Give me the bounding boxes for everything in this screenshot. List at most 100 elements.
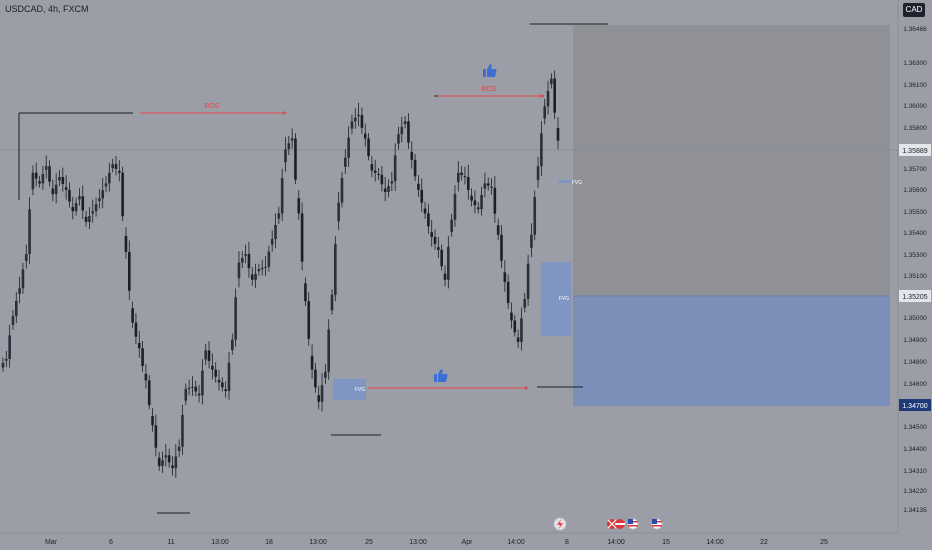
price-tick-label: 1.34500 <box>903 424 927 431</box>
candle-body <box>377 173 380 175</box>
projection-zone-lower <box>573 296 890 406</box>
candle-body <box>164 455 168 458</box>
price-tick-label: 1.35700 <box>903 166 927 173</box>
candle-body <box>516 337 520 342</box>
candle-body <box>118 170 121 173</box>
candle-body <box>297 198 301 214</box>
price-tick-label: 1.35500 <box>903 209 927 216</box>
candle-body <box>500 234 503 261</box>
candle-body <box>496 225 500 235</box>
time-tick-label: 15 <box>662 539 670 546</box>
candle-body <box>373 170 377 173</box>
candle-body <box>177 446 181 452</box>
flag-eu-icon[interactable] <box>615 519 625 529</box>
time-tick-label: 13:00 <box>409 539 427 546</box>
price-tick-label: 1.36100 <box>903 82 927 89</box>
candle-body <box>124 235 128 252</box>
candle-body <box>483 183 487 189</box>
price-tick-label: 1.36466 <box>903 26 927 33</box>
candle-body <box>38 181 41 184</box>
time-tick-label: 25 <box>820 539 828 546</box>
candle-body <box>550 78 553 85</box>
price-tick-label: 1.35800 <box>903 125 927 132</box>
flash-event-icon[interactable] <box>553 517 567 531</box>
flag-us-icon[interactable] <box>627 518 639 530</box>
candle-body <box>546 91 550 107</box>
candle-body <box>111 164 114 169</box>
price-tick-label: 1.35100 <box>903 273 927 280</box>
flag-us-icon[interactable] <box>651 518 663 530</box>
candle-body <box>287 143 291 150</box>
candle-body <box>380 174 384 185</box>
candle-body <box>363 133 367 139</box>
candle-body <box>470 195 473 201</box>
bos-label-right: BOS <box>482 86 497 93</box>
candle-body <box>526 263 530 300</box>
price-tick-label: 1.34220 <box>903 488 927 495</box>
candle-body <box>370 164 374 171</box>
candle-body <box>141 348 144 366</box>
price-tick-label: 1.34310 <box>903 468 927 475</box>
candle-body <box>360 114 364 128</box>
candle-body <box>533 197 537 235</box>
level-2-value: 1.34700 <box>902 403 927 410</box>
candle-body <box>300 213 304 262</box>
candle-body <box>264 266 267 268</box>
candle-body <box>48 166 51 182</box>
time-tick-label: 8 <box>565 539 569 546</box>
thumbs-up-icon <box>483 64 497 77</box>
candle-body <box>443 273 447 280</box>
candle-body <box>34 172 38 179</box>
candle-body <box>5 358 8 361</box>
candle-body <box>493 187 497 214</box>
candle-body <box>161 460 164 466</box>
candle-body <box>324 371 327 378</box>
candle-body <box>68 189 71 202</box>
candle-body <box>486 183 490 186</box>
candle-body <box>390 181 394 184</box>
candle-body <box>194 386 198 392</box>
candle-body <box>290 138 294 141</box>
time-tick-label: 6 <box>109 539 113 546</box>
time-tick-label: Mar <box>45 539 58 546</box>
candle-body <box>476 207 480 210</box>
candle-body <box>447 246 450 280</box>
price-tick-label: 1.35600 <box>903 187 927 194</box>
candle-body <box>367 138 370 157</box>
time-tick-label: 11 <box>167 539 174 546</box>
candle-body <box>91 211 95 214</box>
candle-body <box>81 196 85 211</box>
candle-body <box>101 190 105 199</box>
candle-body <box>127 251 131 291</box>
candle-body <box>237 262 241 279</box>
candle-body <box>14 300 18 317</box>
fvg-arrow-bottom <box>368 386 529 390</box>
time-tick-label: 14:00 <box>706 539 724 546</box>
currency-button[interactable]: CAD <box>903 3 925 17</box>
candle-body <box>231 339 234 351</box>
candle-body <box>64 187 68 190</box>
candle-body <box>427 213 430 227</box>
price-tick-label: 1.36300 <box>903 60 927 67</box>
candle-body <box>224 389 227 392</box>
candle-body <box>144 373 148 381</box>
candle-body <box>480 194 483 210</box>
bos-label-left: BOS <box>205 103 220 110</box>
candle-body <box>270 239 274 245</box>
candle-body <box>540 133 543 167</box>
candle-body <box>181 414 184 447</box>
price-tick-label: 1.34800 <box>903 359 927 366</box>
price-tick-label: 1.34600 <box>903 381 927 388</box>
candle-body <box>207 350 211 361</box>
candle-body <box>204 350 208 360</box>
candle-body <box>167 455 171 463</box>
candle-body <box>490 186 493 188</box>
candle-body <box>191 386 194 388</box>
time-tick-label: 14:00 <box>507 539 525 546</box>
flag-uk-icon[interactable] <box>607 519 617 529</box>
candle-body <box>510 312 513 321</box>
candle-body <box>88 216 91 222</box>
candle-body <box>357 114 360 117</box>
